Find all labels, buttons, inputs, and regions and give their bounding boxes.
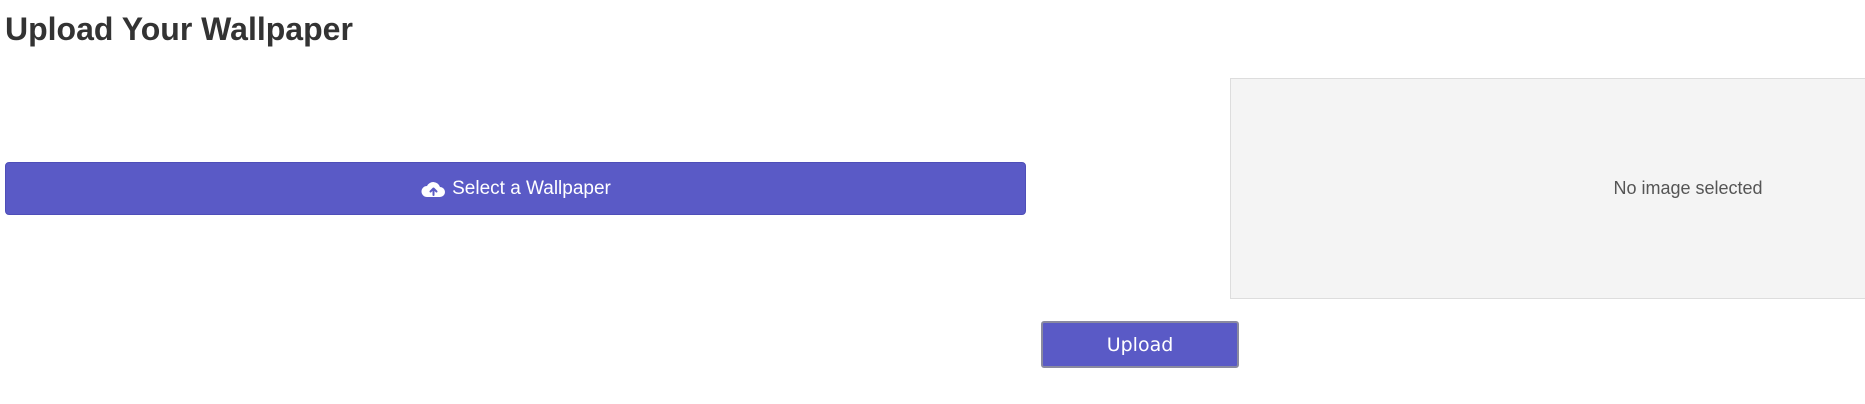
select-wallpaper-label: Select a Wallpaper: [452, 177, 611, 199]
cloud-upload-icon: [420, 179, 446, 199]
page-title: Upload Your Wallpaper: [5, 11, 353, 47]
upload-button[interactable]: Upload: [1041, 321, 1239, 368]
image-preview: No image selected: [1230, 78, 1865, 299]
no-image-text: No image selected: [1613, 178, 1763, 198]
select-wallpaper-button[interactable]: Select a Wallpaper: [5, 162, 1026, 215]
